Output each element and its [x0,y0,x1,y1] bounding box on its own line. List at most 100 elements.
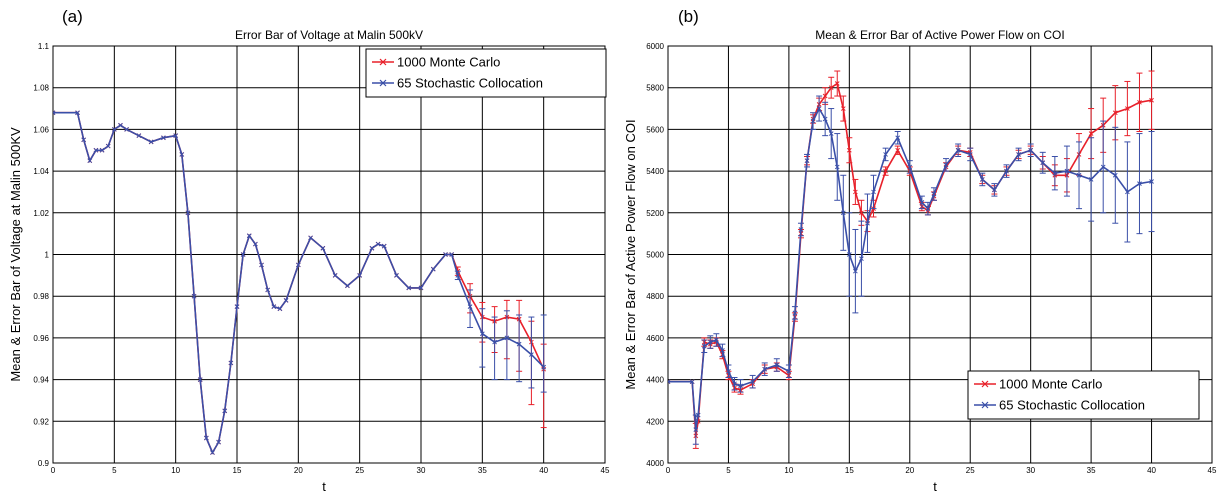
x-tick-label: 15 [233,466,242,475]
data-point [1028,147,1034,153]
data-point [1052,170,1058,176]
data-point [1076,172,1082,178]
data-point [1149,97,1154,103]
chart-panel-1: (a) Error Bar of Voltage at Malin 500kV 0 5… [8,7,610,494]
panel-letter: (b) [678,7,699,26]
data-point [345,283,350,289]
data-point [853,268,858,274]
legend-marker [981,401,989,409]
legend-label: 65 Stochastic Collocation [397,76,543,91]
data-point [529,352,534,357]
data-point [967,152,973,157]
y-tick-label: 1.02 [33,209,49,218]
data-point [124,127,129,132]
data-point [234,304,240,309]
data-point [1100,164,1106,170]
x-axis-label: t [933,479,937,494]
data-point [853,189,858,195]
y-tick-label: 0.96 [33,334,49,343]
data-point [191,293,197,299]
data-point [375,241,381,247]
data-point [804,158,810,164]
x-tick-label: 5 [726,466,731,475]
data-point [1088,131,1094,136]
data-point [87,158,93,164]
data-point [173,133,179,139]
data-point [895,147,901,153]
data-point [822,116,828,122]
data-point [449,252,455,257]
y-tick-label: 5000 [646,251,664,260]
y-tick-label: 5800 [646,84,664,93]
data-point [467,304,473,309]
legend-label: 1000 Monte Carlo [397,55,500,70]
legend-box [967,370,1200,420]
y-tick-label: 1.1 [38,42,50,51]
y-axis-label: Mean & Error Bar of Active Power Flow on… [623,119,638,389]
y-tick-label: 1.06 [33,125,49,134]
data-point [834,81,840,86]
series-2 [53,110,547,455]
data-point [693,427,699,432]
data-point [1088,177,1094,182]
legend: 1000 Monte Carlo 65 Stochastic Collocatio… [967,370,1200,420]
data-point [1125,106,1130,111]
data-point [332,272,338,278]
y-tick-label: 6000 [646,42,664,51]
data-point [541,364,547,370]
data-point [228,360,234,366]
data-point [136,133,142,139]
data-point [834,164,840,170]
y-tick-label: 0.98 [33,292,49,301]
data-point [295,262,301,268]
x-tick-label: 0 [51,466,56,475]
data-point [283,298,289,303]
data-point [246,233,252,239]
data-point [714,337,719,343]
data-point [277,306,283,312]
data-point [1137,99,1142,105]
data-point [210,450,215,455]
legend: 1000 Monte Carlo 65 Stochastic Collocatio… [365,48,607,98]
data-point [846,147,852,153]
legend-marker [379,79,387,87]
data-point [689,379,695,385]
data-point [883,152,888,157]
data-point [1112,172,1118,178]
data-point [253,241,258,247]
data-point [222,408,228,414]
data-point [418,285,424,291]
series-2 [668,95,1155,445]
data-point [53,110,56,116]
y-tick-label: 1.08 [33,84,49,93]
axes-frame [667,45,1213,464]
data-point [504,335,510,341]
x-tick-label: 35 [1087,466,1096,475]
data-point [179,152,185,157]
y-tick-label: 0.94 [33,376,49,385]
data-point [786,368,792,374]
legend-label: 65 Stochastic Collocation [999,398,1145,413]
data-point [259,262,264,268]
data-point [828,131,834,136]
data-point [430,266,436,272]
data-point [907,164,913,170]
x-tick-label: 45 [1208,466,1217,475]
x-tick-label: 10 [784,466,793,475]
data-point [1125,189,1130,195]
data-point [148,139,154,145]
x-tick-label: 30 [417,466,426,475]
y-tick-label: 4600 [646,334,664,343]
x-tick-label: 15 [845,466,854,475]
data-point [1016,152,1021,157]
data-point [381,243,387,249]
chart-title: Error Bar of Voltage at Malin 500kV [235,28,423,42]
data-point [798,227,804,232]
y-tick-label: 4000 [646,459,664,468]
data-point [443,252,448,257]
data-point [240,252,246,257]
data-point [394,272,399,278]
data-point [406,285,412,291]
y-tick-label: 4800 [646,292,664,301]
